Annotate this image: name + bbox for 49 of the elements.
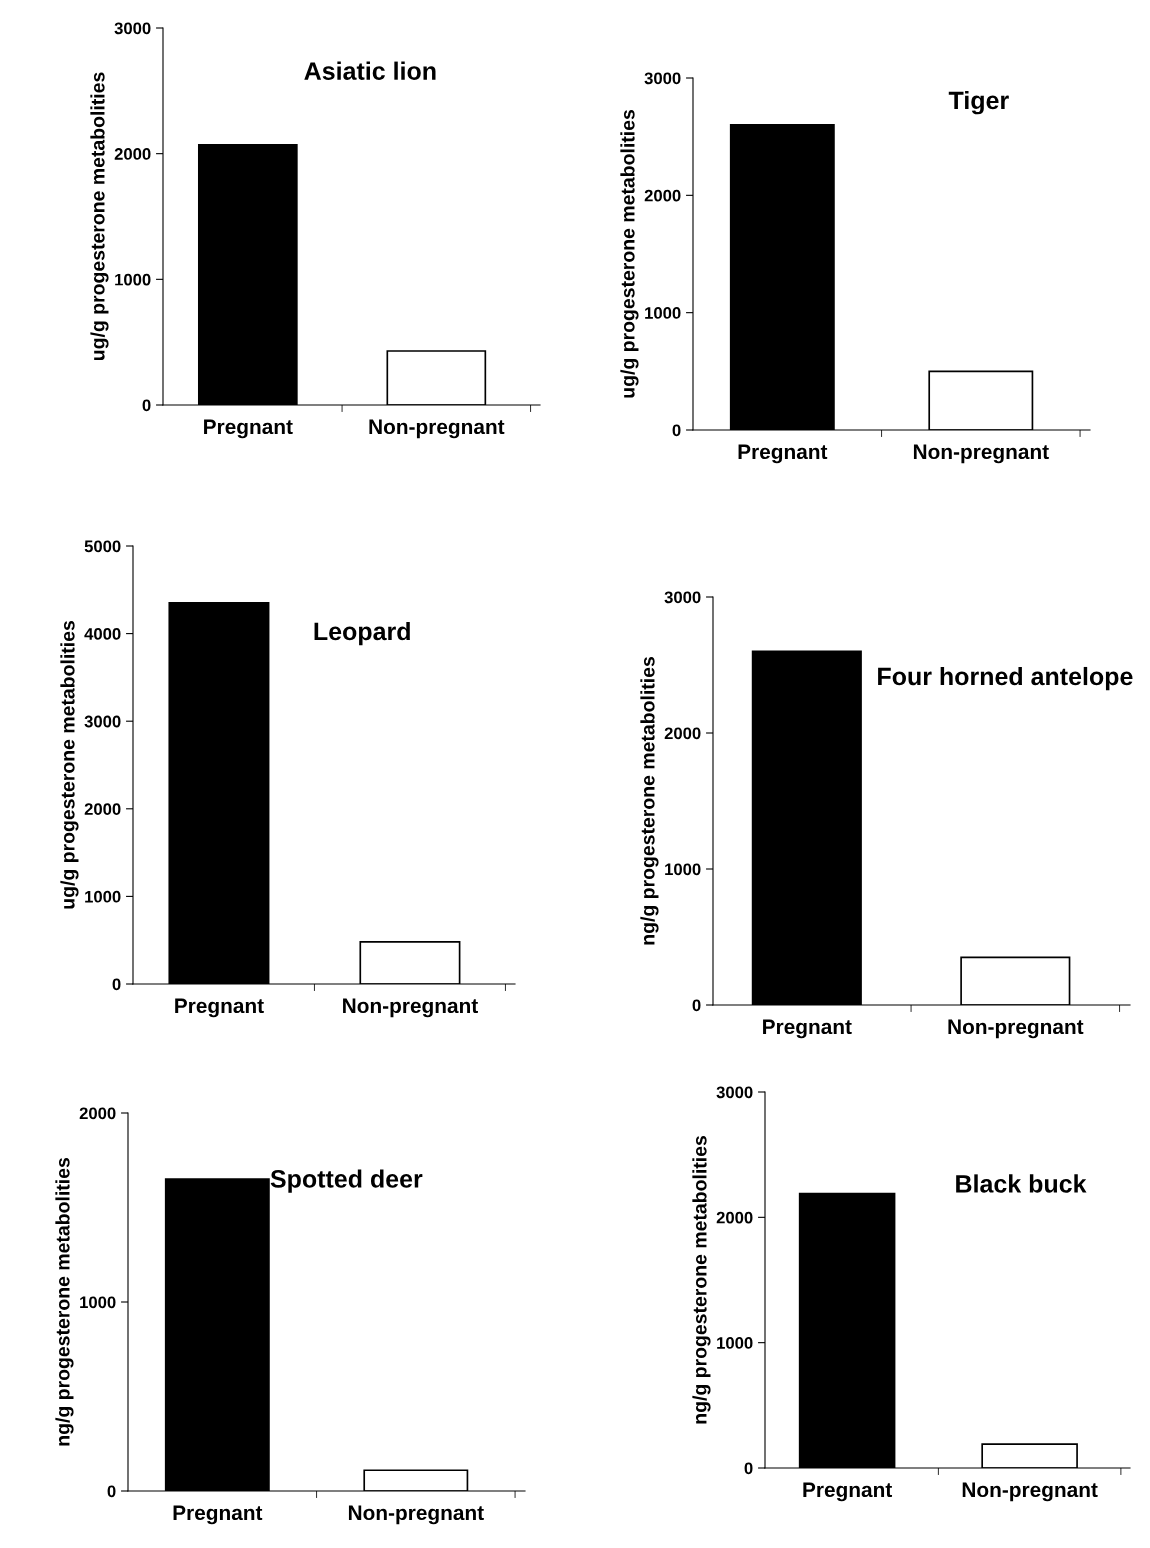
- y-tick-label: 2000: [114, 148, 151, 160]
- x-tick-label: Non-pregnant: [369, 419, 505, 439]
- x-tick-label: Non-pregnant: [343, 998, 478, 1018]
- x-tick-label: Pregnant: [763, 1019, 852, 1039]
- text: Four horned antelope: [878, 666, 1133, 691]
- x-tick-label: Pregnant: [204, 419, 293, 439]
- chart-title: Tiger: [948, 90, 1009, 115]
- text: Black buck: [956, 1174, 1087, 1193]
- y-axis-title: ng/g progesterone metabolities: [692, 1136, 711, 1424]
- y-tick-label: 0: [112, 978, 121, 991]
- y-tick-label: 3000: [716, 1086, 753, 1099]
- text: Asiatic lion: [304, 61, 436, 80]
- y-tick-label: 2000: [664, 727, 701, 740]
- y-tick-label: 0: [692, 999, 701, 1012]
- x-tick-label: Non-pregnant: [962, 1482, 1098, 1502]
- y-tick-label: 3000: [664, 591, 701, 604]
- y-tick-label: 5000: [84, 540, 121, 553]
- text: Spotted deer: [270, 1169, 423, 1193]
- y-tick-label: 2000: [84, 803, 121, 815]
- text: Leopard: [314, 621, 410, 646]
- y-axis-title: ug/g progesterone metabolities: [90, 72, 109, 361]
- x-tick-label: Pregnant: [738, 444, 828, 464]
- y-tick-label: 0: [142, 399, 151, 412]
- y-tick-label: 3000: [84, 715, 121, 728]
- y-tick-label: 2000: [716, 1211, 753, 1224]
- x-tick-label: Pregnant: [173, 1505, 263, 1525]
- x-tick-label: Non-pregnant: [948, 1019, 1084, 1039]
- y-tick-label: 1000: [80, 1296, 116, 1309]
- y-tick-label: 3000: [114, 22, 151, 35]
- y-tick-label: 1000: [645, 307, 681, 319]
- y-tick-label: 1000: [85, 890, 121, 903]
- y-axis-title: ng/g progesterone metabolities: [640, 657, 659, 945]
- x-tick-label: Non-pregnant: [348, 1505, 484, 1525]
- y-tick-label: 2000: [644, 189, 681, 202]
- y-tick-label: 1000: [665, 863, 701, 876]
- y-tick-label: 1000: [115, 273, 151, 286]
- y-axis-title: ug/g progesterone metabolities: [620, 110, 639, 398]
- y-tick-label: 4000: [84, 628, 121, 640]
- y-tick-label: 1000: [717, 1337, 753, 1349]
- y-tick-label: 2000: [79, 1107, 116, 1120]
- y-axis-title: ug/g progesterone metabolities: [60, 621, 79, 909]
- x-tick-label: Pregnant: [175, 998, 264, 1018]
- y-tick-label: 0: [107, 1485, 116, 1498]
- y-axis-title: ng/g progesterone metabolities: [55, 1158, 74, 1446]
- y-tick-label: 0: [672, 424, 681, 437]
- y-tick-label: 0: [744, 1462, 753, 1475]
- x-tick-label: Pregnant: [803, 1482, 893, 1502]
- y-tick-label: 3000: [644, 72, 681, 85]
- x-tick-label: Non-pregnant: [913, 444, 1049, 464]
